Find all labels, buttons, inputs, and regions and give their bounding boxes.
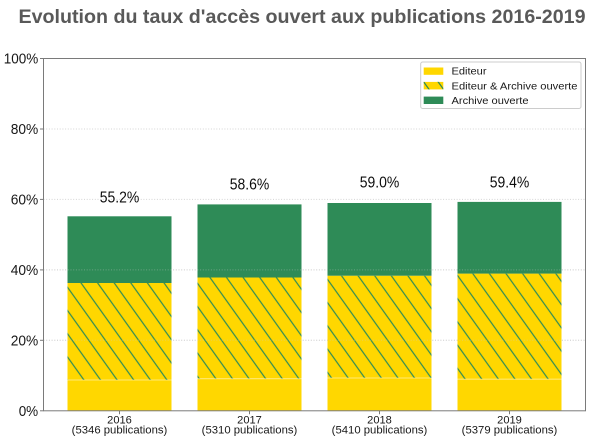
- svg-text:Evolution du taux d'accès ouve: Evolution du taux d'accès ouvert aux pub…: [19, 7, 586, 28]
- svg-text:0%: 0%: [19, 404, 39, 420]
- svg-text:40%: 40%: [11, 263, 39, 279]
- svg-text:59.0%: 59.0%: [360, 175, 400, 192]
- svg-text:2019: 2019: [497, 414, 522, 426]
- svg-text:(5346 publications): (5346 publications): [72, 425, 168, 437]
- svg-text:20%: 20%: [11, 333, 39, 349]
- svg-text:80%: 80%: [11, 122, 39, 138]
- svg-text:100%: 100%: [4, 52, 39, 68]
- svg-text:(5310 publications): (5310 publications): [202, 425, 298, 437]
- svg-text:(5379 publications): (5379 publications): [462, 425, 558, 437]
- svg-text:Archive ouverte: Archive ouverte: [452, 96, 529, 107]
- svg-text:2016: 2016: [107, 414, 132, 426]
- svg-text:2017: 2017: [237, 414, 262, 426]
- svg-text:60%: 60%: [11, 192, 39, 208]
- svg-text:Editeur & Archive ouverte: Editeur & Archive ouverte: [452, 81, 578, 92]
- svg-text:59.4%: 59.4%: [490, 175, 530, 192]
- svg-text:2018: 2018: [367, 414, 392, 426]
- svg-text:Editeur: Editeur: [452, 66, 488, 77]
- svg-text:55.2%: 55.2%: [100, 189, 140, 206]
- svg-text:58.6%: 58.6%: [230, 176, 270, 193]
- svg-text:(5410 publications): (5410 publications): [332, 425, 428, 437]
